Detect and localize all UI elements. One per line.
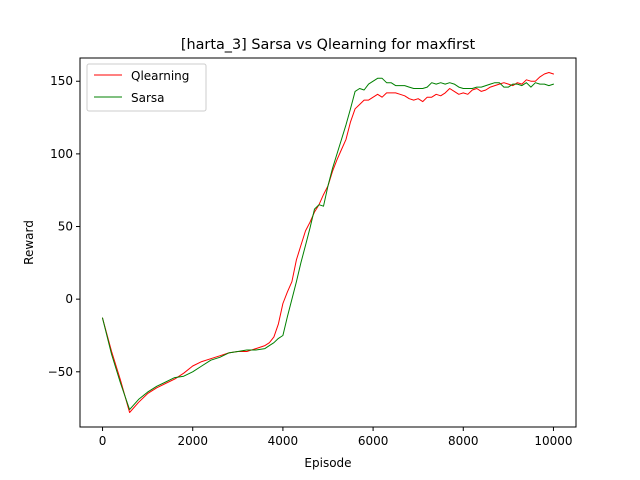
legend: Qlearning Sarsa: [86, 63, 207, 112]
axes-frame: [79, 57, 577, 428]
y-axis-label: Reward: [22, 220, 36, 265]
legend-box: [86, 63, 207, 112]
legend-label-qlearning: Qlearning: [131, 69, 189, 83]
x-axis-label: Episode: [304, 456, 351, 470]
y-tick-label: 150: [50, 74, 73, 88]
plot-lines: [102, 72, 554, 413]
chart-title: [harta_3] Sarsa vs Qlearning for maxfirs…: [181, 37, 476, 53]
x-tick-label: 4000: [268, 434, 299, 448]
y-tick-label: 0: [65, 292, 73, 306]
y-tick-label: 100: [50, 147, 73, 161]
x-tick-label: 0: [99, 434, 107, 448]
x-tick-label: 2000: [177, 434, 208, 448]
y-tick-label: −50: [48, 365, 73, 379]
axis-ticks: 0 2000 4000 6000 8000 10000 −50 0 50 100 150: [48, 74, 573, 448]
legend-label-sarsa: Sarsa: [131, 91, 165, 105]
series-line-sarsa: [102, 77, 554, 411]
x-tick-label: 8000: [448, 434, 479, 448]
x-tick-label: 6000: [358, 434, 389, 448]
x-tick-label: 10000: [534, 434, 572, 448]
y-tick-label: 50: [58, 220, 73, 234]
